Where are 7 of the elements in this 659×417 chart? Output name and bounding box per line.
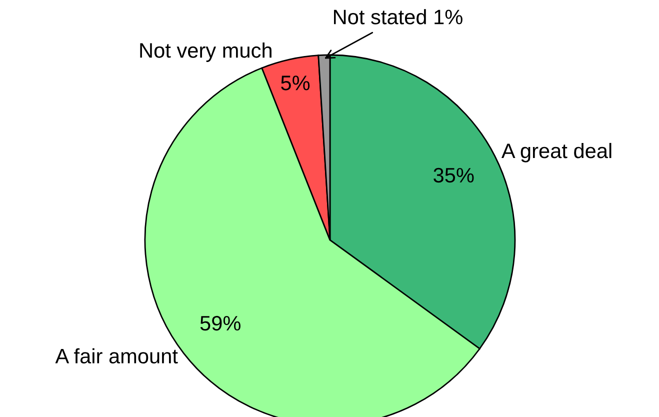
data-label: 59%	[200, 316, 240, 331]
slice-label: Not stated 1%	[334, 9, 462, 24]
slice-label: A fair amount	[55, 348, 178, 364]
slice-label: A great deal	[501, 142, 612, 162]
slice-label: Not very much	[140, 42, 272, 62]
data-label: 5%	[281, 76, 310, 90]
data-label: 35%	[434, 168, 474, 183]
